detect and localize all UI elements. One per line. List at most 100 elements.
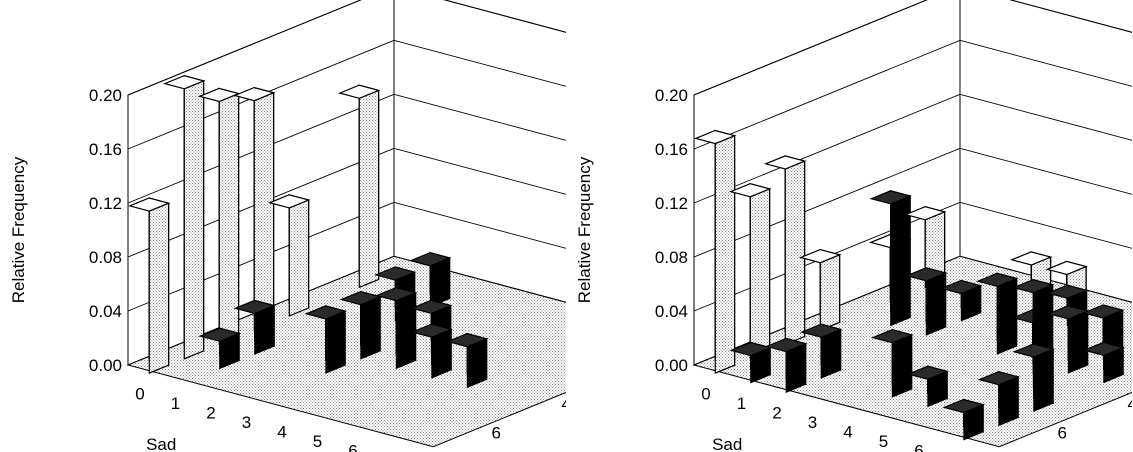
bar-face-top bbox=[1012, 343, 1055, 358]
bar bbox=[763, 155, 807, 346]
bar bbox=[374, 286, 418, 370]
bar-face-top bbox=[942, 398, 985, 414]
bar bbox=[1012, 343, 1055, 412]
x-tick-label: 6 bbox=[914, 441, 923, 452]
bar-face-top bbox=[693, 129, 737, 145]
bar-face-top bbox=[197, 87, 241, 103]
gridline bbox=[127, 201, 566, 312]
bar bbox=[729, 341, 772, 384]
bar bbox=[977, 370, 1020, 427]
bar-face-side bbox=[749, 188, 771, 360]
y-tick-label: 4 bbox=[562, 395, 566, 414]
bar-face-top bbox=[975, 272, 1019, 288]
gridline bbox=[693, 147, 1132, 258]
x-tick-label: 7 bbox=[384, 451, 393, 452]
bar bbox=[906, 365, 949, 408]
bar bbox=[975, 272, 1019, 355]
y-tick-label: 6 bbox=[492, 423, 501, 442]
bar-face-top bbox=[939, 279, 983, 295]
y-tick-label: 6 bbox=[1058, 423, 1067, 442]
x-tick-label: 3 bbox=[808, 413, 817, 432]
z-tick-label: 0.16 bbox=[655, 140, 688, 159]
bar-face-top bbox=[1082, 341, 1125, 357]
bar-face-top bbox=[869, 190, 912, 205]
bar-face-side bbox=[218, 92, 240, 346]
bar-face-top bbox=[408, 252, 452, 267]
bar-face-side bbox=[925, 272, 947, 336]
bar-face-top bbox=[1009, 251, 1053, 266]
bar-face-top bbox=[374, 286, 418, 302]
bar bbox=[728, 182, 772, 360]
x-tick-label: 5 bbox=[313, 432, 322, 451]
bar-face-top bbox=[339, 290, 382, 306]
bar bbox=[445, 332, 489, 389]
bar-face-side bbox=[714, 134, 736, 374]
bar bbox=[339, 290, 382, 360]
x-tick-label: 4 bbox=[843, 422, 852, 441]
bar-face-top bbox=[799, 323, 843, 338]
y-tick-label: 4 bbox=[1128, 395, 1132, 414]
bar-face-top bbox=[729, 341, 772, 357]
gridline bbox=[127, 39, 566, 150]
x-tick-label: 2 bbox=[772, 403, 781, 422]
x-tick-label: 7 bbox=[950, 451, 959, 452]
x-tick-label: 0 bbox=[701, 384, 710, 403]
z-tick-label: 0.04 bbox=[89, 302, 122, 321]
z-tick-label: 0.08 bbox=[655, 248, 688, 267]
bar bbox=[233, 299, 276, 355]
bar-face-side bbox=[395, 291, 417, 370]
bar-face-top bbox=[337, 84, 381, 99]
bar-face-side bbox=[1067, 310, 1089, 374]
bar-face-top bbox=[903, 206, 947, 221]
z-axis-title: Relative Frequency bbox=[575, 156, 594, 303]
x-tick-label: 3 bbox=[242, 413, 251, 432]
bar-face-top bbox=[198, 327, 241, 342]
bar bbox=[869, 190, 912, 327]
x-tick-label: 1 bbox=[171, 394, 180, 413]
gridline bbox=[127, 93, 566, 204]
bar bbox=[764, 337, 808, 393]
bar-face-top bbox=[410, 323, 453, 338]
z-tick-label: 0.08 bbox=[89, 248, 122, 267]
bar bbox=[408, 251, 452, 308]
bar bbox=[127, 197, 171, 374]
bar-face-side bbox=[784, 160, 806, 346]
bar-face-side bbox=[325, 310, 346, 374]
bar bbox=[198, 327, 241, 370]
bar bbox=[304, 305, 347, 374]
floor bbox=[692, 255, 1132, 448]
z-tick-label: 0.16 bbox=[89, 140, 122, 159]
chart-plot-area: 0.000.040.080.120.160.20012345670246SadH… bbox=[9, 0, 566, 452]
gridline bbox=[127, 147, 566, 258]
chart-panel-left: 0.000.040.080.120.160.20012345670246SadH… bbox=[0, 0, 566, 452]
bar-face-top bbox=[127, 197, 171, 212]
bar-face-side bbox=[996, 277, 1018, 355]
bar-face-side bbox=[288, 199, 310, 317]
bar-face-side bbox=[1033, 348, 1054, 412]
bar bbox=[162, 74, 206, 360]
x-tick-label: 1 bbox=[737, 394, 746, 413]
bar-face-top bbox=[728, 183, 772, 198]
bar-face-top bbox=[764, 337, 808, 353]
back-wall bbox=[959, 0, 1132, 303]
x-tick-label: 6 bbox=[348, 441, 357, 452]
bar-face-side bbox=[183, 80, 205, 360]
bar-face-top bbox=[798, 248, 842, 264]
gridline bbox=[693, 39, 1132, 150]
chart-svg-right: 0.000.040.080.120.160.20012345670246SadH… bbox=[575, 0, 1132, 452]
chart-panel-right: 0.000.040.080.120.160.20012345670246SadH… bbox=[566, 0, 1132, 452]
gridline bbox=[693, 201, 1132, 312]
bar-face-top bbox=[1045, 260, 1088, 276]
gridline bbox=[693, 0, 1132, 96]
bar-face-top bbox=[267, 194, 311, 209]
bar-face-top bbox=[409, 299, 453, 315]
bar-face-top bbox=[445, 332, 489, 348]
bar bbox=[337, 84, 381, 289]
bar-face-side bbox=[358, 89, 380, 289]
x-tick-label: 5 bbox=[879, 432, 888, 451]
bar-face-top bbox=[904, 267, 948, 282]
z-tick-label: 0.20 bbox=[655, 86, 688, 105]
bar-face-top bbox=[304, 305, 347, 320]
back-wall bbox=[393, 0, 566, 303]
z-tick-label: 0.20 bbox=[89, 86, 122, 105]
